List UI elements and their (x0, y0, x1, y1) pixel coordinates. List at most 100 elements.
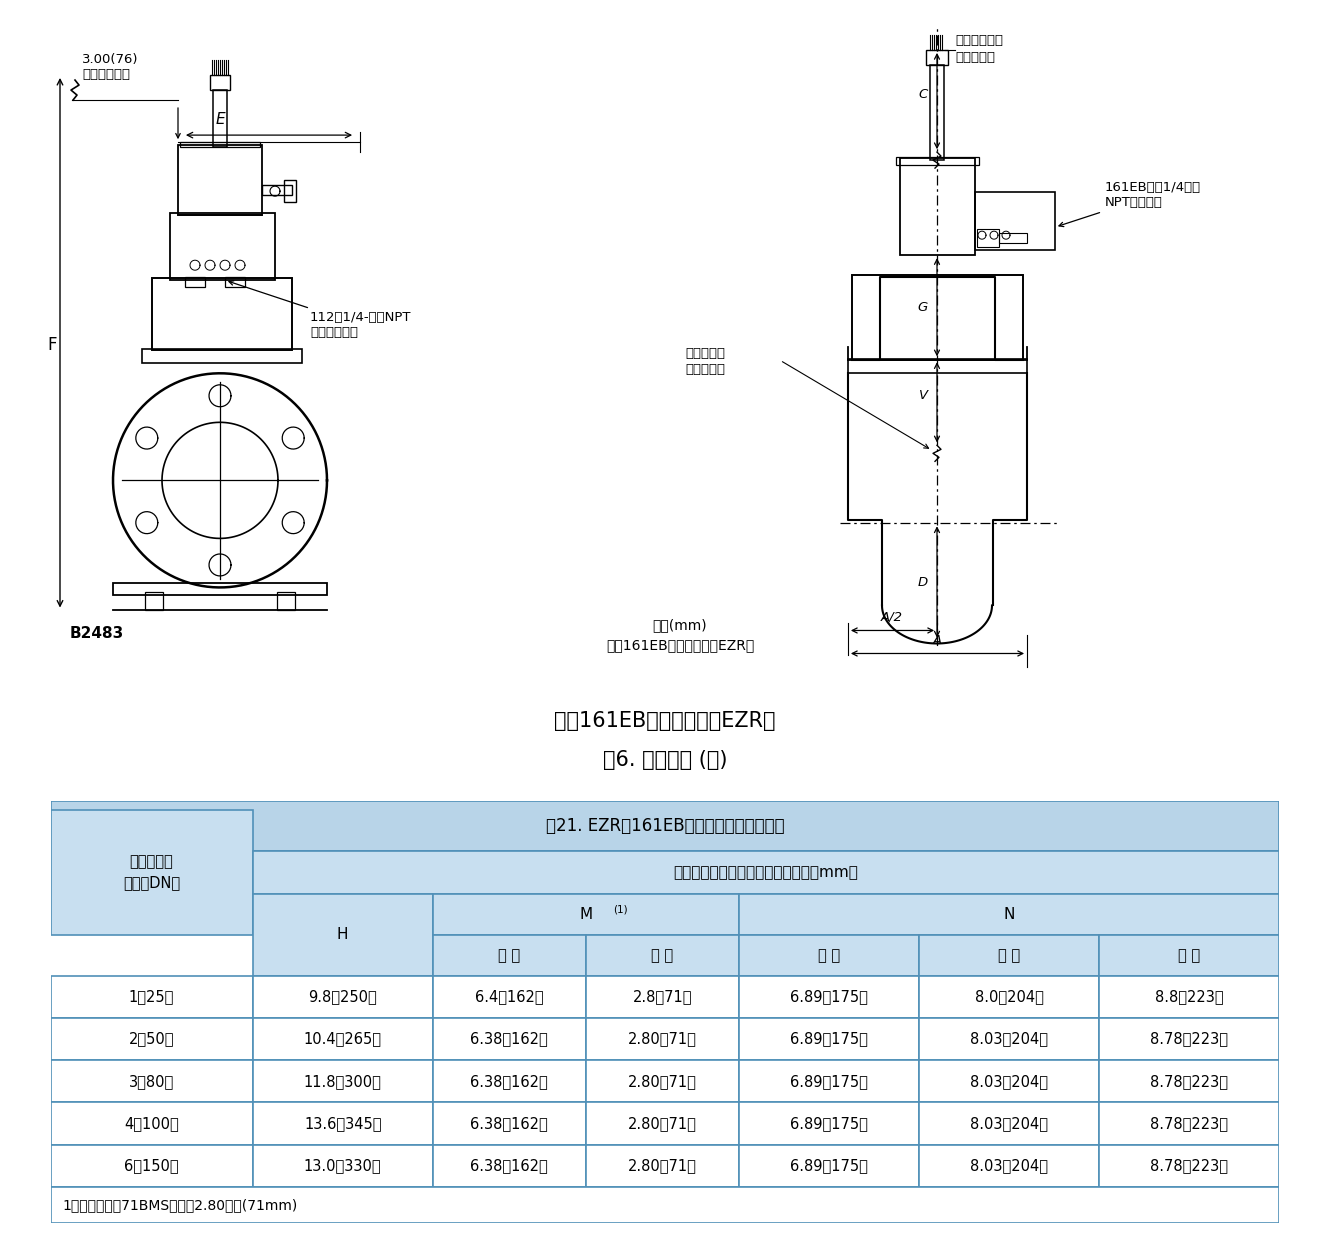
Text: 风 箱: 风 箱 (1178, 948, 1201, 963)
Bar (1099, 1145, 1279, 1187)
Bar (585, 1103, 738, 1145)
Bar (253, 976, 432, 1018)
Bar (1099, 1018, 1279, 1061)
Bar (585, 1145, 738, 1187)
Text: 8.78（223）: 8.78（223） (1150, 1115, 1229, 1131)
Text: C: C (919, 88, 928, 101)
Bar (51, 976, 253, 1018)
Bar (51, 1145, 253, 1187)
Text: 8.8（223）: 8.8（223） (1154, 989, 1224, 1005)
Text: 8.78（223）: 8.78（223） (1150, 1031, 1229, 1047)
Bar (51, 1103, 253, 1145)
Text: 9.8（250）: 9.8（250） (309, 989, 378, 1005)
Text: 皮 膜: 皮 膜 (499, 948, 520, 963)
Text: 8.03（204）: 8.03（204） (970, 1115, 1048, 1131)
Bar (432, 1061, 585, 1103)
Text: B2483: B2483 (70, 626, 124, 641)
Text: H: H (336, 928, 348, 943)
Text: 6.38（162）: 6.38（162） (471, 1158, 548, 1174)
Text: 6.38（162）: 6.38（162） (471, 1073, 548, 1089)
Text: 带有161EB系列指挥器的EZR型: 带有161EB系列指挥器的EZR型 (606, 638, 754, 652)
Bar (432, 1145, 585, 1187)
Bar (432, 1103, 585, 1145)
Text: 阀体尺寸，
英寸（DN）: 阀体尺寸， 英寸（DN） (122, 854, 180, 891)
Bar (738, 1061, 919, 1103)
Bar (152, 278, 293, 350)
Bar (253, 1103, 432, 1145)
Bar (51, 801, 1279, 851)
Bar (253, 1145, 432, 1187)
Text: 图6. 外形尺寸 (续): 图6. 外形尺寸 (续) (602, 750, 728, 770)
Bar (51, 810, 253, 935)
Bar (285, 180, 297, 202)
Bar (999, 233, 1027, 243)
Text: 4（100）: 4（100） (124, 1115, 180, 1131)
Bar (585, 1018, 738, 1061)
Text: 6.38（162）: 6.38（162） (471, 1115, 548, 1131)
Bar (1099, 935, 1279, 976)
Text: 2（50）: 2（50） (129, 1031, 174, 1047)
Text: G: G (918, 301, 928, 314)
Text: 6.89（175）: 6.89（175） (790, 1031, 867, 1047)
Bar (210, 75, 230, 91)
Text: 6.89（175）: 6.89（175） (790, 1073, 867, 1089)
Text: 活 塞: 活 塞 (652, 948, 673, 963)
Text: 带有161EB系列指挥器的EZR型: 带有161EB系列指挥器的EZR型 (555, 710, 775, 730)
Bar (51, 1018, 253, 1061)
Bar (975, 193, 1055, 250)
Text: 13.6（345）: 13.6（345） (305, 1115, 382, 1131)
Bar (253, 1018, 432, 1061)
Text: 2.80（71）: 2.80（71） (628, 1031, 697, 1047)
Bar (900, 158, 975, 255)
Text: 盖密卸装间隙: 盖密卸装间隙 (82, 67, 130, 81)
Text: M: M (580, 907, 592, 922)
Text: 英寸(mm): 英寸(mm) (653, 619, 708, 632)
Text: A/2: A/2 (880, 611, 903, 623)
Text: 6.4（162）: 6.4（162） (475, 989, 544, 1005)
Text: 6（150）: 6（150） (124, 1158, 180, 1174)
Bar (170, 214, 275, 281)
Bar (919, 935, 1099, 976)
Text: 2.80（71）: 2.80（71） (628, 1115, 697, 1131)
Bar (51, 1187, 1279, 1223)
Bar (738, 1145, 919, 1187)
Bar (919, 1103, 1099, 1145)
Text: 置卸装间隙: 置卸装间隙 (685, 363, 725, 376)
Text: 活 塞: 活 塞 (998, 948, 1020, 963)
Bar (738, 1103, 919, 1145)
Text: D: D (918, 576, 928, 589)
Bar (51, 1061, 253, 1103)
Bar (432, 935, 585, 976)
Bar (253, 894, 432, 976)
Text: 10.4（265）: 10.4（265） (303, 1031, 382, 1047)
Bar (919, 976, 1099, 1018)
Bar (585, 935, 738, 976)
Bar (930, 65, 944, 160)
Text: 6.89（175）: 6.89（175） (790, 1158, 867, 1174)
Bar (253, 851, 1279, 894)
Text: 1、带有皮膜的71BMS型具有2.80英寸(71mm): 1、带有皮膜的71BMS型具有2.80英寸(71mm) (63, 1199, 298, 1212)
Bar (926, 50, 948, 65)
Bar (225, 277, 245, 287)
Text: 161EB系列1/4英寸
NPT下游连接: 161EB系列1/4英寸 NPT下游连接 (1059, 181, 1201, 226)
Text: 6.89（175）: 6.89（175） (790, 1115, 867, 1131)
Text: F: F (48, 337, 57, 354)
Text: 1（25）: 1（25） (129, 989, 174, 1005)
Bar (432, 976, 585, 1018)
Bar (738, 1018, 919, 1061)
Bar (978, 230, 999, 247)
Bar (919, 1145, 1099, 1187)
Bar (277, 592, 295, 611)
Text: A: A (932, 635, 942, 647)
Text: 8.03（204）: 8.03（204） (970, 1073, 1048, 1089)
Bar (262, 185, 293, 195)
Bar (1099, 1061, 1279, 1103)
Text: 盖卸装间隙: 盖卸装间隙 (955, 51, 995, 63)
Bar (113, 584, 327, 595)
Bar (432, 894, 738, 935)
Text: 主阀调节装: 主阀调节装 (685, 347, 725, 360)
Text: 3.00(76): 3.00(76) (82, 52, 138, 66)
Bar (180, 142, 259, 147)
Bar (738, 976, 919, 1018)
Bar (919, 1061, 1099, 1103)
